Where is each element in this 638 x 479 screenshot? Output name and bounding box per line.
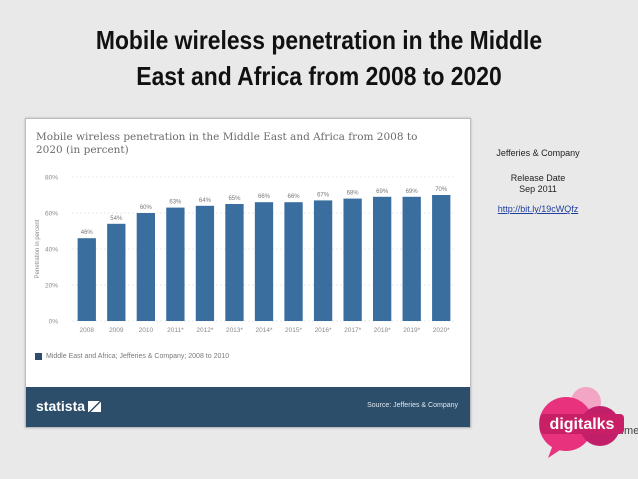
data-label: 60%	[140, 205, 153, 211]
x-tick-label: 2008	[80, 327, 95, 334]
chart-frame: Mobile wireless penetration in the Middl…	[25, 118, 471, 428]
data-label: 54%	[110, 216, 123, 222]
slide-title-line-2: East and Africa from 2008 to 2020	[136, 61, 502, 91]
chart-footer: statista Source: Jefferies & Company	[26, 387, 470, 427]
statista-mark-icon	[88, 400, 102, 412]
chart-source: Source: Jefferies & Company	[367, 402, 458, 409]
x-tick-label: 2020*	[433, 327, 450, 334]
bar-chart: 0% 20% 40% 60% 80% Penetration in percent 46% 2…	[35, 175, 456, 334]
bar	[313, 200, 333, 321]
bar	[225, 204, 244, 321]
digitalks-logo-text: digitalks	[550, 416, 615, 433]
data-label: 66%	[258, 194, 271, 200]
x-tick-label: 2014*	[256, 327, 273, 334]
data-label: 65%	[228, 196, 241, 202]
x-tick-label: 2010	[139, 327, 154, 334]
legend-swatch	[35, 352, 42, 360]
y-tick-label: 0%	[49, 319, 59, 326]
x-tick-label: 2015*	[285, 327, 302, 334]
x-tick-label: 2012*	[196, 327, 213, 334]
x-tick-label: 2009	[109, 327, 124, 334]
chart-title: Mobile wireless penetration in the Middl…	[36, 131, 418, 156]
data-label: 63%	[169, 200, 182, 206]
legend-text: Middle East and Africa; Jefferies & Comp…	[46, 352, 230, 360]
info-company: Jefferies & Company	[496, 148, 580, 158]
info-link[interactable]: http://bit.ly/19cWQfz	[497, 204, 579, 214]
y-tick-label: 20%	[45, 283, 58, 290]
data-label: 64%	[199, 198, 212, 204]
data-label: 66%	[288, 194, 301, 200]
bar	[107, 223, 126, 321]
chart-legend: Middle East and Africa; Jefferies & Comp…	[35, 350, 229, 362]
x-tick-label: 2018*	[374, 327, 391, 334]
bar	[402, 196, 421, 321]
statista-logo-text: statista	[36, 398, 86, 414]
info-panel: Jefferies & Company Release Date Sep 201…	[478, 148, 598, 215]
x-tick-label: 2017*	[344, 327, 361, 334]
y-tick-label: 40%	[45, 247, 58, 254]
x-tick-label: 2011*	[167, 327, 184, 334]
x-tick-label: 2016*	[315, 327, 332, 334]
bar	[432, 195, 451, 321]
bar	[372, 196, 392, 321]
data-label: 67%	[317, 192, 330, 198]
bar	[254, 202, 274, 321]
data-label: 70%	[435, 187, 448, 193]
info-release-date: Sep 2011	[519, 184, 557, 194]
bar	[166, 207, 185, 321]
bar	[343, 198, 362, 321]
bar	[77, 238, 96, 321]
statista-logo: statista	[36, 398, 102, 414]
bar	[195, 205, 215, 321]
x-tick-label: 2013*	[226, 327, 243, 334]
bar	[136, 213, 156, 321]
data-label: 46%	[81, 230, 94, 236]
data-label: 69%	[406, 189, 419, 195]
bar	[284, 202, 303, 321]
logo-suffix: .me	[621, 425, 638, 437]
slide-title: Mobile wireless penetration in the Middl…	[56, 22, 582, 94]
y-tick-label: 80%	[45, 175, 58, 182]
y-axis-label: Penetration in percent	[35, 219, 41, 278]
y-tick-label: 60%	[45, 211, 58, 218]
digitalks-logo: digitalks	[539, 387, 624, 458]
x-tick-label: 2019*	[403, 327, 420, 334]
data-label: 69%	[376, 189, 389, 195]
data-label: 68%	[347, 191, 360, 197]
info-release-label: Release Date	[510, 173, 566, 183]
slide-title-line-1: Mobile wireless penetration in the Middl…	[95, 25, 543, 55]
